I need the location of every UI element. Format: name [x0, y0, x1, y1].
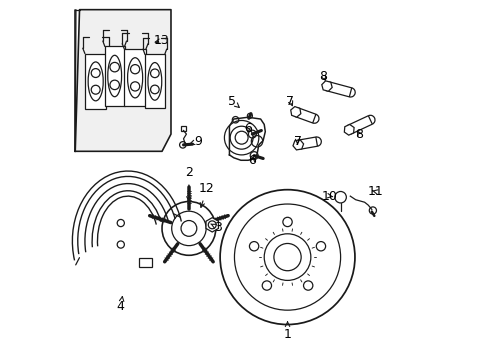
Polygon shape — [75, 10, 171, 151]
Text: 6: 6 — [244, 122, 251, 135]
Text: 12: 12 — [199, 183, 214, 207]
Polygon shape — [297, 137, 317, 149]
Polygon shape — [144, 54, 164, 108]
Text: 3: 3 — [210, 221, 221, 234]
Polygon shape — [346, 116, 371, 134]
Text: 8: 8 — [354, 127, 363, 141]
Polygon shape — [85, 54, 106, 109]
Polygon shape — [294, 108, 315, 123]
Polygon shape — [205, 218, 218, 232]
Text: 7: 7 — [293, 135, 301, 148]
Text: 10: 10 — [321, 190, 337, 203]
Polygon shape — [290, 107, 300, 117]
Text: 2: 2 — [184, 166, 192, 201]
Text: 8: 8 — [319, 69, 327, 82]
Text: 1: 1 — [283, 322, 291, 341]
Polygon shape — [124, 49, 145, 107]
Text: 11: 11 — [367, 185, 383, 198]
Polygon shape — [292, 140, 303, 150]
Text: 9: 9 — [190, 135, 202, 148]
Text: 13: 13 — [153, 34, 169, 48]
Text: 4: 4 — [117, 297, 124, 313]
Text: 6: 6 — [248, 154, 256, 167]
Text: 7: 7 — [286, 95, 294, 108]
Text: 5: 5 — [227, 95, 239, 108]
Polygon shape — [325, 82, 351, 97]
Polygon shape — [321, 81, 331, 91]
Polygon shape — [104, 46, 124, 105]
Polygon shape — [344, 125, 353, 135]
